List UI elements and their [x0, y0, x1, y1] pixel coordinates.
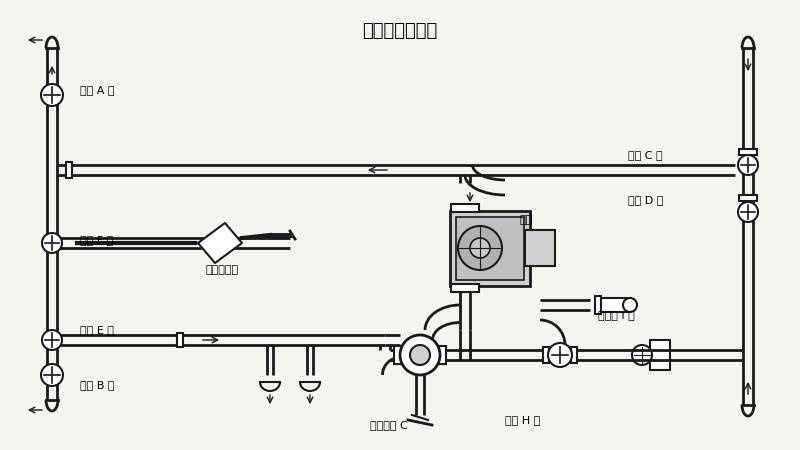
- Bar: [739, 195, 757, 201]
- Bar: [600, 298, 630, 312]
- Circle shape: [470, 238, 490, 258]
- Text: 球阀 D 开: 球阀 D 开: [628, 195, 663, 205]
- Bar: [543, 347, 549, 363]
- Circle shape: [623, 298, 637, 312]
- Bar: [177, 333, 183, 347]
- Text: 球阀 C 开: 球阀 C 开: [628, 150, 662, 160]
- Circle shape: [738, 202, 758, 222]
- Bar: [394, 346, 402, 364]
- Bar: [451, 204, 479, 212]
- Circle shape: [410, 345, 430, 365]
- Bar: [571, 347, 577, 363]
- Text: 洒水、浇灌花木: 洒水、浇灌花木: [362, 22, 438, 40]
- Bar: [650, 340, 670, 370]
- Text: 球阀 E 开: 球阀 E 开: [80, 325, 114, 335]
- Text: 洒水炮出口: 洒水炮出口: [205, 265, 238, 275]
- Text: 水泵: 水泵: [520, 215, 534, 225]
- Text: 球阀 B 开: 球阀 B 开: [80, 380, 114, 390]
- Bar: [450, 211, 530, 286]
- Text: 三通球阀 C: 三通球阀 C: [370, 420, 408, 430]
- Circle shape: [41, 364, 63, 386]
- Bar: [456, 217, 524, 280]
- Circle shape: [42, 330, 62, 350]
- Circle shape: [42, 233, 62, 253]
- Bar: [525, 230, 555, 266]
- Bar: [595, 296, 601, 314]
- Text: 球阀 A 开: 球阀 A 开: [80, 85, 114, 95]
- Bar: [451, 284, 479, 292]
- Text: 球阀 F 关: 球阀 F 关: [80, 235, 114, 245]
- Bar: [739, 149, 757, 155]
- Text: 消防栓 I 关: 消防栓 I 关: [598, 310, 634, 320]
- Circle shape: [632, 345, 652, 365]
- Bar: [438, 346, 446, 364]
- Circle shape: [548, 343, 572, 367]
- Circle shape: [400, 335, 440, 375]
- Circle shape: [458, 226, 502, 270]
- Text: 球阀 H 关: 球阀 H 关: [505, 415, 540, 425]
- Polygon shape: [198, 223, 242, 263]
- Circle shape: [738, 155, 758, 175]
- Bar: [66, 162, 72, 178]
- Circle shape: [41, 84, 63, 106]
